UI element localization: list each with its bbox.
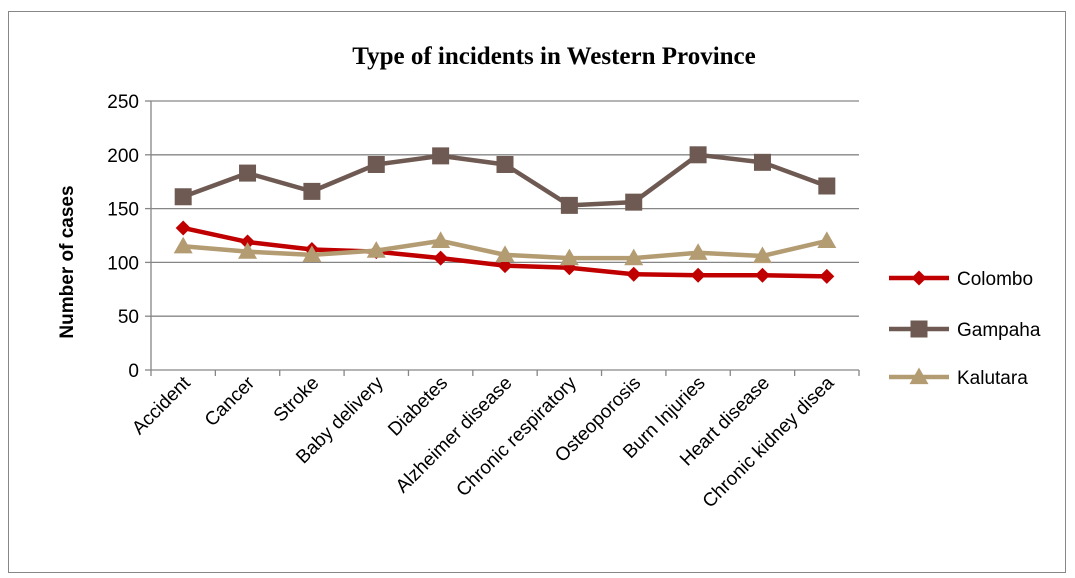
legend-item-gampaha: Gampaha	[889, 320, 1041, 341]
legend-label-colombo: Colombo	[957, 269, 1033, 290]
x-category-label-0: Accident	[128, 372, 195, 439]
data-point-gampaha-4	[432, 147, 450, 165]
x-category-label-5: Alzheimer disease	[392, 373, 517, 498]
gridlines	[151, 100, 859, 317]
y-tick-label-5: 250	[107, 92, 139, 113]
legend-marker-colombo	[911, 270, 927, 286]
data-point-gampaha-2	[303, 182, 321, 200]
legend-label-gampaha: Gampaha	[957, 320, 1041, 341]
x-category-label-4: Diabetes	[384, 373, 452, 441]
data-point-colombo-7	[626, 266, 642, 282]
data-point-gampaha-7	[625, 193, 643, 211]
y-tick-label-0: 0	[128, 361, 139, 382]
data-point-gampaha-8	[689, 146, 707, 164]
data-point-colombo-8	[690, 267, 706, 283]
data-point-colombo-4	[433, 250, 449, 266]
chart-title: Type of incidents in Western Province	[352, 43, 755, 70]
series-lines	[173, 146, 837, 284]
legend-label-kalutara: Kalutara	[957, 368, 1028, 389]
y-tick-label-4: 200	[107, 146, 139, 167]
data-point-colombo-1	[240, 234, 256, 250]
data-point-kalutara-1	[238, 242, 258, 259]
y-axis-title: Number of cases	[57, 185, 78, 338]
x-category-label-1: Cancer	[201, 372, 260, 431]
data-point-gampaha-1	[239, 164, 257, 182]
data-point-colombo-0	[175, 220, 191, 236]
x-category-label-6: Chronic respiratory	[453, 372, 582, 501]
data-point-kalutara-3	[366, 241, 386, 258]
series-gampaha	[174, 146, 836, 214]
data-point-kalutara-9	[752, 246, 772, 264]
data-point-kalutara-2	[302, 245, 322, 262]
legend-marker-kalutara	[909, 367, 929, 385]
y-tick-label-1: 50	[118, 307, 139, 328]
data-point-gampaha-9	[753, 153, 771, 171]
data-point-gampaha-6	[560, 196, 578, 214]
legend: Colombo Gampaha Kalutara	[889, 269, 1041, 389]
data-point-gampaha-3	[367, 155, 385, 173]
chart-frame: Type of incidents in Western Province Nu…	[8, 11, 1066, 573]
x-category-label-2: Stroke	[270, 373, 324, 427]
axes	[145, 100, 860, 376]
legend-item-colombo: Colombo	[889, 269, 1033, 290]
data-point-kalutara-5	[495, 245, 515, 262]
data-point-kalutara-7	[624, 248, 644, 266]
y-tick-labels: 0 50 100 150 200 250	[107, 92, 139, 382]
data-point-kalutara-4	[431, 231, 451, 249]
data-point-colombo-9	[754, 267, 770, 283]
data-point-colombo-10	[819, 268, 835, 284]
data-point-kalutara-10	[817, 231, 837, 249]
x-category-label-10: Chronic kidney disea	[699, 372, 839, 512]
data-point-gampaha-5	[496, 155, 514, 173]
legend-item-kalutara: Kalutara	[889, 367, 1028, 389]
series-kalutara	[173, 231, 837, 266]
data-point-kalutara-8	[688, 243, 708, 260]
data-point-kalutara-6	[559, 248, 579, 266]
data-point-gampaha-10	[818, 177, 836, 195]
line-chart: Type of incidents in Western Province Nu…	[57, 43, 1041, 512]
y-tick-label-2: 100	[107, 253, 139, 274]
y-tick-label-3: 150	[107, 200, 139, 221]
legend-marker-gampaha	[910, 320, 928, 338]
data-point-colombo-5	[497, 258, 513, 274]
data-point-gampaha-0	[174, 188, 192, 206]
data-point-kalutara-0	[173, 236, 193, 254]
